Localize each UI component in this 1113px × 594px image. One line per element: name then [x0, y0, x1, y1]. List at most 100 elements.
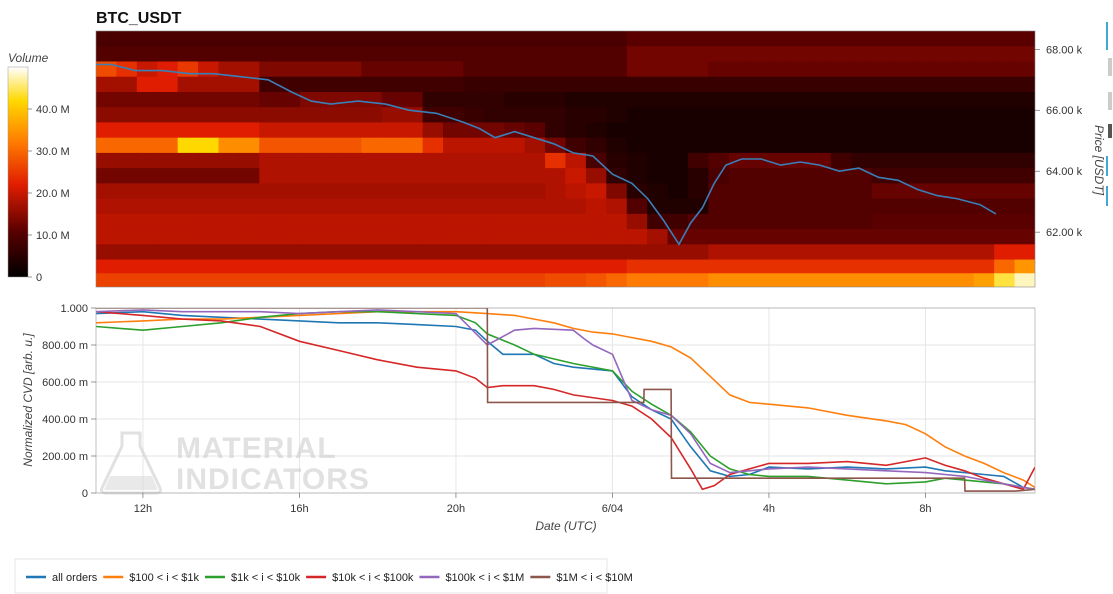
heatmap-cell — [667, 91, 689, 108]
heatmap-cell — [136, 61, 158, 78]
heatmap-cell — [626, 273, 648, 287]
heatmap-cell — [504, 198, 526, 215]
heatmap-cell — [279, 183, 301, 200]
heatmap-cell — [361, 31, 383, 47]
price-tick-label: 64.00 k — [1046, 166, 1083, 178]
heatmap-cell — [443, 213, 465, 230]
heatmap-cell — [340, 76, 362, 93]
toolbar-marker-4[interactable] — [1108, 124, 1112, 138]
heatmap-cell — [463, 183, 485, 200]
heatmap-cell — [647, 229, 669, 245]
heatmap-cell — [238, 259, 260, 274]
heatmap-cell — [994, 61, 1016, 78]
heatmap-cell — [830, 152, 852, 169]
legend-label: $1M < i < $10M — [556, 572, 632, 584]
heatmap-cell — [136, 273, 158, 287]
heatmap-cell — [524, 229, 546, 245]
heatmap-cell — [708, 91, 730, 108]
heatmap-cell — [708, 122, 730, 139]
heatmap-cell — [198, 61, 220, 78]
heatmap-cell — [871, 244, 893, 261]
heatmap-cell — [524, 213, 546, 230]
heatmap-cell — [769, 198, 791, 215]
heatmap-cell — [932, 61, 954, 78]
heatmap-cell — [667, 198, 689, 215]
heatmap-cell — [912, 198, 934, 215]
heatmap-cell — [994, 152, 1016, 169]
heatmap-cell — [545, 122, 567, 139]
plot-toolbar[interactable] — [1106, 22, 1112, 206]
heatmap-cell — [667, 229, 689, 245]
legend-item[interactable]: $1M < i < $10M — [530, 572, 633, 584]
heatmap-cell — [402, 122, 424, 139]
cvd-x-ticks: 12h 16h 20h 6/04 4h 8h — [134, 493, 932, 515]
colorbar-tick-label: 20.0 M — [36, 188, 70, 200]
heatmap-cell — [728, 61, 750, 78]
heatmap-cell — [279, 273, 301, 287]
colorbar-tick-label: 0 — [36, 272, 42, 284]
toolbar-marker-2[interactable] — [1108, 58, 1112, 76]
heatmap-cell — [340, 198, 362, 215]
cvd-y-tick-label: 200.00 m — [42, 451, 88, 463]
heatmap-cell — [973, 76, 995, 93]
heatmap-cell — [851, 198, 873, 215]
heatmap-cell — [402, 91, 424, 108]
heatmap-cell — [606, 76, 628, 93]
heatmap-cell — [483, 152, 505, 169]
heatmap-cell — [259, 168, 281, 184]
heatmap-cell — [994, 198, 1016, 215]
heatmap-cell — [626, 76, 648, 93]
heatmap-cell — [483, 259, 505, 274]
legend-item[interactable]: $1k < i < $10k — [204, 572, 301, 584]
heatmap-cell — [524, 183, 546, 200]
heatmap-cell — [953, 168, 975, 184]
heatmap-cell — [565, 76, 587, 93]
heatmap-cell — [708, 198, 730, 215]
heatmap-cell — [790, 76, 812, 93]
toolbar-marker-1[interactable] — [1106, 22, 1108, 50]
heatmap-cell — [279, 244, 301, 261]
heatmap-cell — [422, 229, 444, 245]
toolbar-marker-3[interactable] — [1108, 92, 1112, 110]
heatmap-cell — [504, 259, 526, 274]
heatmap-cell — [340, 259, 362, 274]
heatmap-cell — [994, 76, 1016, 93]
toolbar-marker-5[interactable] — [1106, 156, 1108, 176]
heatmap-cell — [892, 244, 914, 261]
legend-item[interactable]: all orders — [26, 572, 98, 584]
heatmap-cell — [157, 137, 179, 154]
heatmap-title: BTC_USDT — [96, 10, 182, 27]
heatmap-cell — [300, 229, 322, 245]
heatmap-cell — [504, 31, 526, 47]
heatmap-cell — [953, 273, 975, 287]
heatmap-cell — [422, 259, 444, 274]
cvd-plot-area — [96, 308, 1035, 493]
heatmap-cell — [198, 46, 220, 63]
legend-item[interactable]: $10k < i < $100k — [306, 572, 414, 584]
heatmap-cell — [361, 259, 383, 274]
legend-item[interactable]: $100k < i < $1M — [419, 572, 524, 584]
heatmap-cell — [932, 213, 954, 230]
legend-item[interactable]: $100 < i < $1k — [103, 572, 199, 584]
heatmap-cell — [749, 152, 771, 169]
heatmap-cell — [402, 259, 424, 274]
heatmap-cell — [177, 152, 199, 169]
price-line — [96, 63, 997, 246]
watermark-line2: INDICATORS — [176, 463, 370, 496]
heatmap-cell — [96, 244, 118, 261]
heatmap-cell — [524, 122, 546, 139]
heatmap-cell — [422, 152, 444, 169]
toolbar-marker-6[interactable] — [1106, 186, 1108, 206]
heatmap-cell — [524, 107, 546, 124]
heatmap-cell — [728, 31, 750, 47]
heatmap-cell — [667, 244, 689, 261]
heatmap-cell — [177, 122, 199, 139]
heatmap-cell — [871, 76, 893, 93]
heatmap-cell — [279, 122, 301, 139]
heatmap-cell — [932, 273, 954, 287]
heatmap-cell — [136, 198, 158, 215]
heatmap-cell — [238, 46, 260, 63]
heatmap-cell — [238, 273, 260, 287]
heatmap-cell — [218, 213, 240, 230]
heatmap-cell — [483, 31, 505, 47]
